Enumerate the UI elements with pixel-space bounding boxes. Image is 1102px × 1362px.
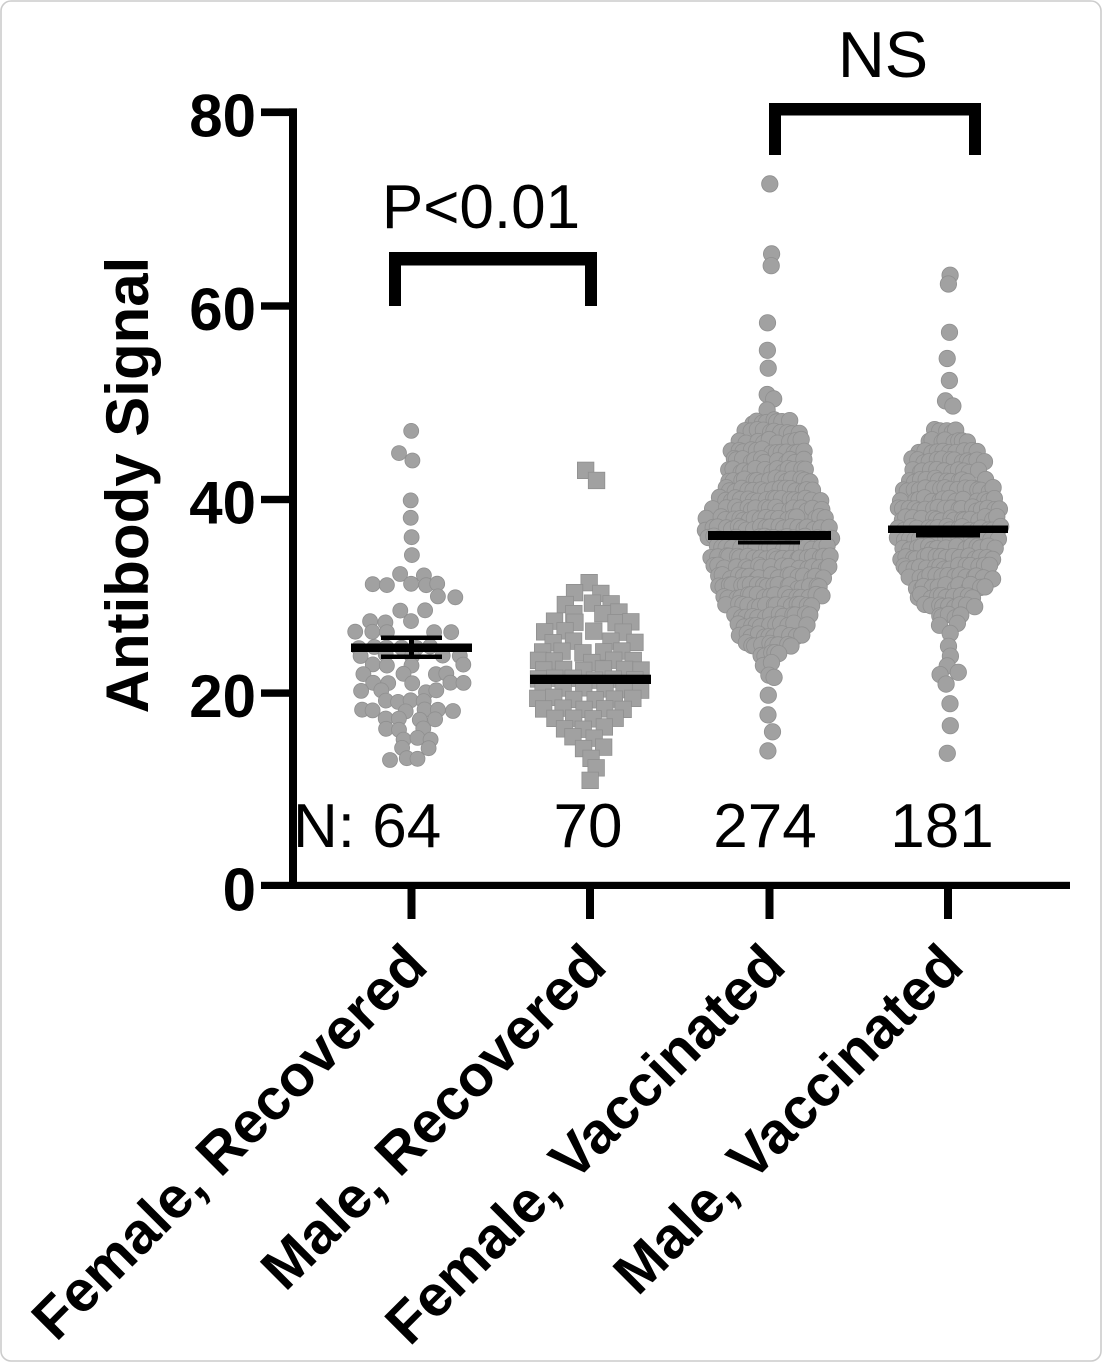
svg-text:80: 80 — [189, 83, 256, 150]
svg-text:20: 20 — [189, 663, 256, 730]
svg-text:N: 64: N: 64 — [293, 792, 441, 861]
svg-text:0: 0 — [223, 857, 256, 924]
svg-text:274: 274 — [713, 792, 816, 861]
svg-text:P<0.01: P<0.01 — [382, 173, 580, 242]
svg-text:40: 40 — [189, 470, 256, 537]
svg-text:70: 70 — [554, 792, 623, 861]
svg-text:Antibody Signal: Antibody Signal — [94, 257, 161, 714]
svg-text:60: 60 — [189, 276, 256, 343]
svg-text:NS: NS — [838, 18, 928, 91]
svg-text:181: 181 — [890, 792, 993, 861]
